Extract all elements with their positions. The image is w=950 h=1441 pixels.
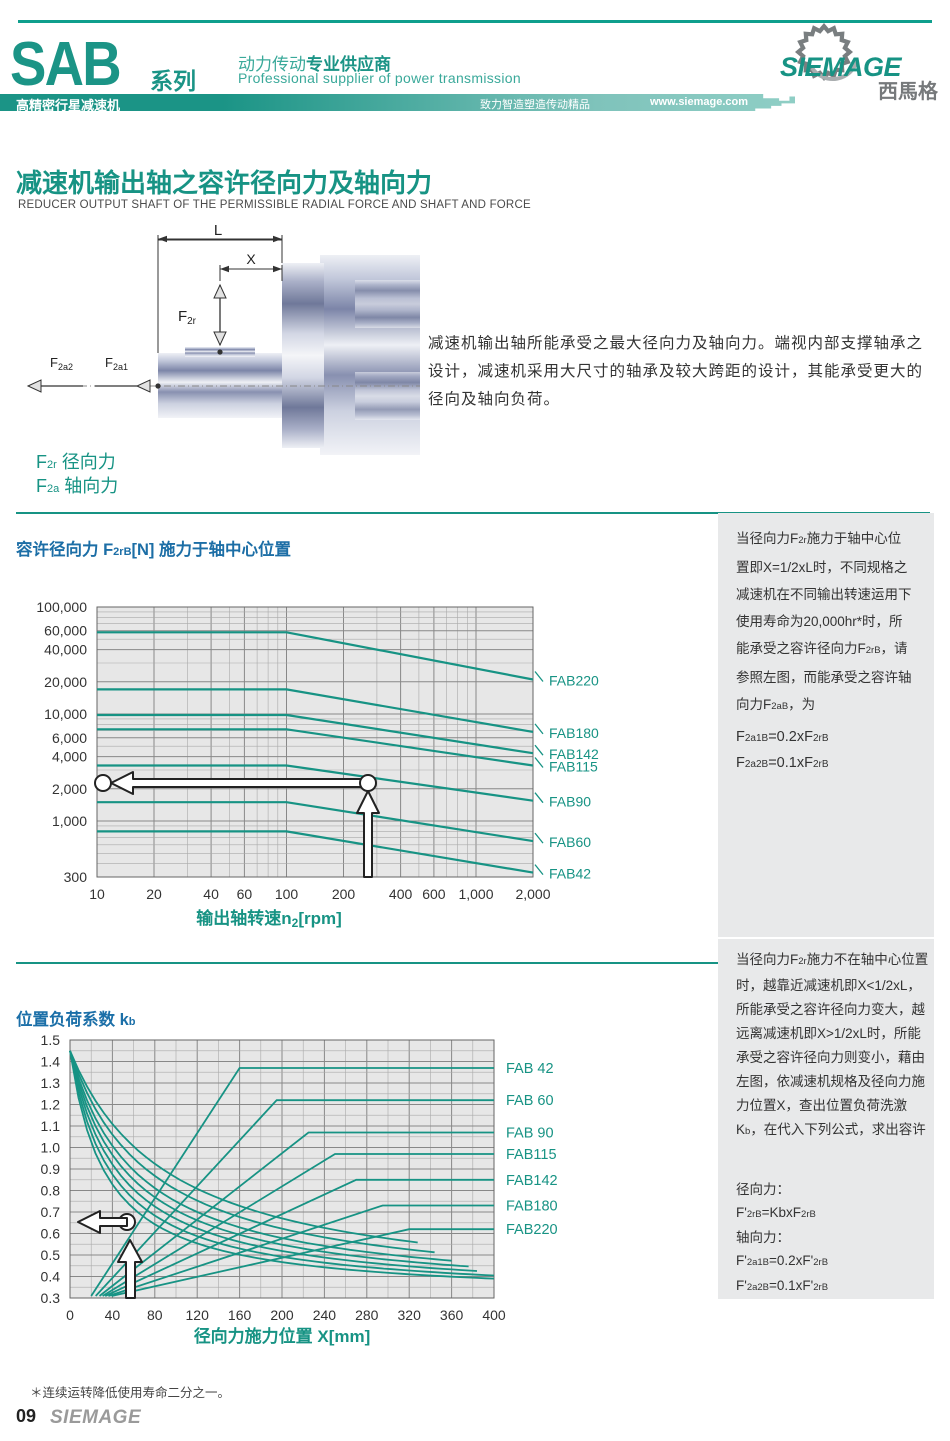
svg-text:径向力施力位置 X[mm]: 径向力施力位置 X[mm] xyxy=(194,1326,371,1346)
svg-text:FAB 42: FAB 42 xyxy=(506,1061,554,1077)
svg-text:FAB220: FAB220 xyxy=(506,1222,558,1238)
svg-text:1.5: 1.5 xyxy=(41,1032,61,1048)
svg-text:1.1: 1.1 xyxy=(41,1118,61,1134)
svg-text:FAB115: FAB115 xyxy=(506,1147,557,1163)
svg-text:FAB 90: FAB 90 xyxy=(506,1126,554,1142)
svg-text:160: 160 xyxy=(228,1307,252,1323)
svg-text:1.3: 1.3 xyxy=(41,1075,61,1091)
svg-text:0.4: 0.4 xyxy=(41,1269,61,1285)
svg-text:200: 200 xyxy=(270,1307,294,1323)
svg-text:0.6: 0.6 xyxy=(41,1226,61,1242)
svg-text:80: 80 xyxy=(147,1307,163,1323)
svg-text:280: 280 xyxy=(355,1307,379,1323)
svg-text:320: 320 xyxy=(398,1307,422,1323)
svg-text:0.9: 0.9 xyxy=(41,1161,61,1177)
svg-text:240: 240 xyxy=(313,1307,337,1323)
svg-text:0.3: 0.3 xyxy=(41,1290,61,1306)
svg-text:1.0: 1.0 xyxy=(41,1140,61,1156)
svg-text:0.5: 0.5 xyxy=(41,1247,61,1263)
svg-text:FAB180: FAB180 xyxy=(506,1199,558,1215)
svg-text:40: 40 xyxy=(105,1307,121,1323)
svg-text:360: 360 xyxy=(440,1307,464,1323)
svg-text:0: 0 xyxy=(66,1307,74,1323)
svg-text:1.4: 1.4 xyxy=(41,1054,61,1070)
svg-text:0.7: 0.7 xyxy=(41,1204,61,1220)
svg-text:0.8: 0.8 xyxy=(41,1183,61,1199)
svg-text:FAB 60: FAB 60 xyxy=(506,1093,554,1109)
svg-text:1.2: 1.2 xyxy=(41,1097,61,1113)
svg-text:FAB142: FAB142 xyxy=(506,1173,558,1189)
svg-text:120: 120 xyxy=(186,1307,210,1323)
svg-text:400: 400 xyxy=(482,1307,506,1323)
